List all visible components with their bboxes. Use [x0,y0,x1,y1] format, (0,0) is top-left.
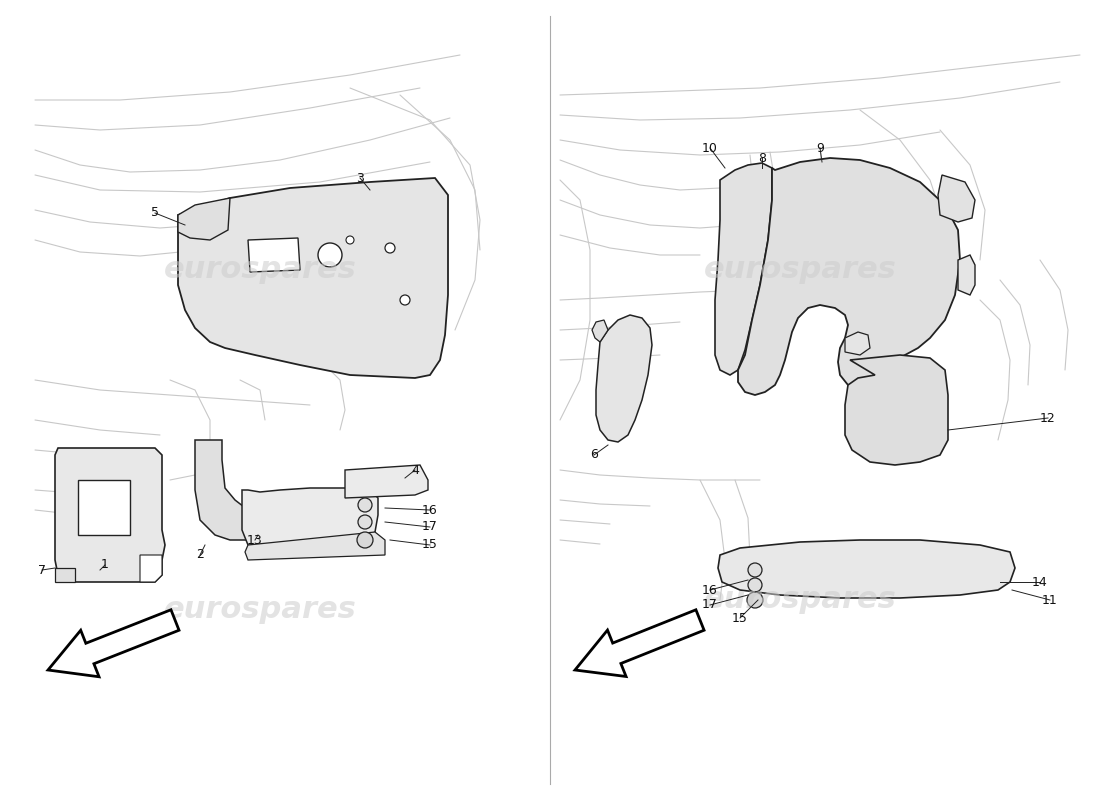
Polygon shape [178,178,448,378]
Text: 11: 11 [1042,594,1058,606]
Polygon shape [738,158,960,395]
Circle shape [748,578,762,592]
Text: 7: 7 [39,563,46,577]
Text: 2: 2 [196,549,204,562]
Circle shape [400,295,410,305]
Polygon shape [845,332,870,355]
Text: 10: 10 [702,142,718,154]
Polygon shape [48,610,179,677]
Circle shape [318,243,342,267]
Text: 17: 17 [702,598,718,611]
Text: 16: 16 [422,503,438,517]
Polygon shape [55,568,75,582]
Polygon shape [195,440,248,540]
Text: eurospares: eurospares [164,595,356,625]
Text: eurospares: eurospares [704,586,896,614]
Polygon shape [845,355,948,465]
Text: 16: 16 [702,583,718,597]
Polygon shape [575,610,704,677]
Circle shape [385,243,395,253]
Polygon shape [245,532,385,560]
Text: 12: 12 [1041,411,1056,425]
Text: 6: 6 [590,449,598,462]
Text: 3: 3 [356,171,364,185]
Polygon shape [242,488,378,548]
Circle shape [358,498,372,512]
Polygon shape [596,315,652,442]
Polygon shape [718,540,1015,598]
Polygon shape [938,175,975,222]
Text: 4: 4 [411,463,419,477]
Circle shape [747,592,763,608]
Text: 13: 13 [248,534,263,546]
Polygon shape [592,320,608,342]
Polygon shape [248,238,300,272]
Text: 5: 5 [151,206,160,219]
Text: 15: 15 [733,611,748,625]
Text: 1: 1 [101,558,109,571]
Polygon shape [140,555,162,582]
Polygon shape [345,465,428,498]
Circle shape [358,532,373,548]
Text: 15: 15 [422,538,438,551]
Text: 9: 9 [816,142,824,154]
Text: eurospares: eurospares [704,255,896,285]
Text: 17: 17 [422,521,438,534]
Polygon shape [55,448,165,582]
Circle shape [358,515,372,529]
Text: eurospares: eurospares [164,255,356,285]
Circle shape [346,236,354,244]
Text: 14: 14 [1032,575,1048,589]
Polygon shape [958,255,975,295]
Text: 8: 8 [758,151,766,165]
Circle shape [748,563,762,577]
Polygon shape [178,198,230,240]
Polygon shape [78,480,130,535]
Polygon shape [715,163,772,375]
